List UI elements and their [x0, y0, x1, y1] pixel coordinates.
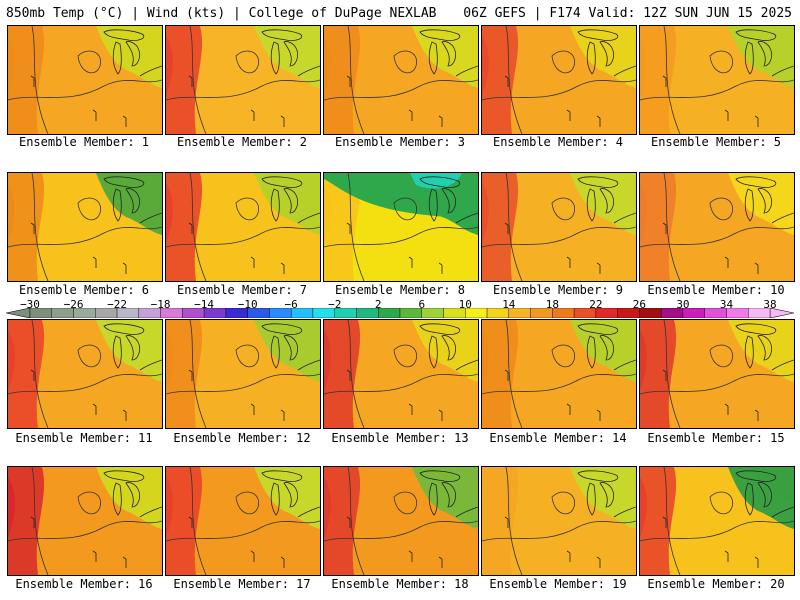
colorbar-tick-label: 30 [676, 298, 690, 311]
colorbar-tick-label: 18 [545, 298, 559, 311]
member-label: Ensemble Member: 2 [176, 135, 308, 149]
temperature-field [482, 173, 636, 281]
member-label: Ensemble Member: 17 [173, 577, 311, 591]
member-label: Ensemble Member: 6 [18, 283, 150, 297]
colorbar-tick-label: 2 [374, 298, 382, 311]
member-map-1 [7, 25, 163, 135]
member-label: Ensemble Member: 11 [15, 431, 153, 445]
temperature-field [8, 26, 162, 134]
temperature-field [640, 467, 794, 575]
member-label: Ensemble Member: 10 [647, 283, 785, 297]
member-map-5 [639, 25, 795, 135]
colorbar-swatch [748, 308, 771, 318]
temperature-colorbar: −30 −26 −22 −18 −14 −10 −6 −2 2 6 10 14 18 22 26 30 34 38… [6, 298, 794, 320]
colorbar-tick-label: −30 [20, 298, 40, 311]
member-map-11 [7, 319, 163, 429]
colorbar-tick-label: 6 [418, 298, 426, 311]
member-map-2 [165, 25, 321, 135]
temperature-field [324, 173, 478, 281]
member-label: Ensemble Member: 16 [15, 577, 153, 591]
member-map-19 [481, 466, 637, 576]
member-map-10 [639, 172, 795, 282]
member-label: Ensemble Member: 19 [489, 577, 627, 591]
member-map-13 [323, 319, 479, 429]
member-map-4 [481, 25, 637, 135]
member-map-17 [165, 466, 321, 576]
chart-title: 850mb Temp (°C) | Wind (kts) | College o… [6, 6, 437, 21]
member-label: Ensemble Member: 3 [334, 135, 466, 149]
member-map-12 [165, 319, 321, 429]
colorbar-tick-label: 38 [763, 298, 777, 311]
member-label: Ensemble Member: 5 [650, 135, 782, 149]
member-map-15 [639, 319, 795, 429]
member-label: Ensemble Member: 20 [647, 577, 785, 591]
member-map-14 [481, 319, 637, 429]
member-label: Ensemble Member: 4 [492, 135, 624, 149]
member-map-16 [7, 466, 163, 576]
member-map-9 [481, 172, 637, 282]
temperature-field [324, 467, 478, 575]
temperature-field [166, 467, 320, 575]
member-map-20 [639, 466, 795, 576]
colorbar-tick-label: 22 [589, 298, 603, 311]
colorbar-tick-label: −26 [63, 298, 84, 311]
temperature-field [324, 26, 478, 134]
member-label: Ensemble Member: 8 [334, 283, 466, 297]
colorbar-tick-label: 26 [632, 298, 647, 311]
colorbar-tick-label: 10 [458, 298, 472, 311]
colorbar-tick-label: −10 [237, 298, 258, 311]
temperature-field [8, 320, 162, 428]
member-map-3 [323, 25, 479, 135]
temperature-field [166, 320, 320, 428]
valid-time: 06Z GEFS | F174 Valid: 12Z SUN JUN 15 20… [463, 6, 792, 21]
temperature-field [8, 173, 162, 281]
colorbar-tick-label: −6 [284, 298, 298, 311]
temperature-field [482, 467, 636, 575]
member-map-18 [323, 466, 479, 576]
member-label: Ensemble Member: 13 [331, 431, 469, 445]
member-label: Ensemble Member: 7 [176, 283, 308, 297]
member-label: Ensemble Member: 18 [331, 577, 469, 591]
member-map-7 [165, 172, 321, 282]
temperature-field [640, 26, 794, 134]
temperature-field [640, 173, 794, 281]
temperature-field [8, 467, 162, 575]
temperature-field [482, 26, 636, 134]
colorbar-tick-label: 34 [719, 298, 734, 311]
temperature-field [166, 26, 320, 134]
member-label: Ensemble Member: 1 [18, 135, 150, 149]
colorbar-tick-label: −2 [328, 298, 342, 311]
temperature-field [482, 320, 636, 428]
temperature-field [640, 320, 794, 428]
colorbar-swatches [6, 308, 794, 318]
member-map-6 [7, 172, 163, 282]
temperature-field [166, 173, 320, 281]
colorbar-tick-label: −14 [194, 298, 215, 311]
member-map-8 [323, 172, 479, 282]
member-label: Ensemble Member: 14 [489, 431, 627, 445]
temperature-field [324, 320, 478, 428]
colorbar-tick-label: −22 [107, 298, 127, 311]
colorbar-tick-label: −18 [150, 298, 171, 311]
colorbar-tick-label: 14 [502, 298, 516, 311]
member-label: Ensemble Member: 15 [647, 431, 785, 445]
member-label: Ensemble Member: 9 [492, 283, 624, 297]
member-label: Ensemble Member: 12 [173, 431, 311, 445]
